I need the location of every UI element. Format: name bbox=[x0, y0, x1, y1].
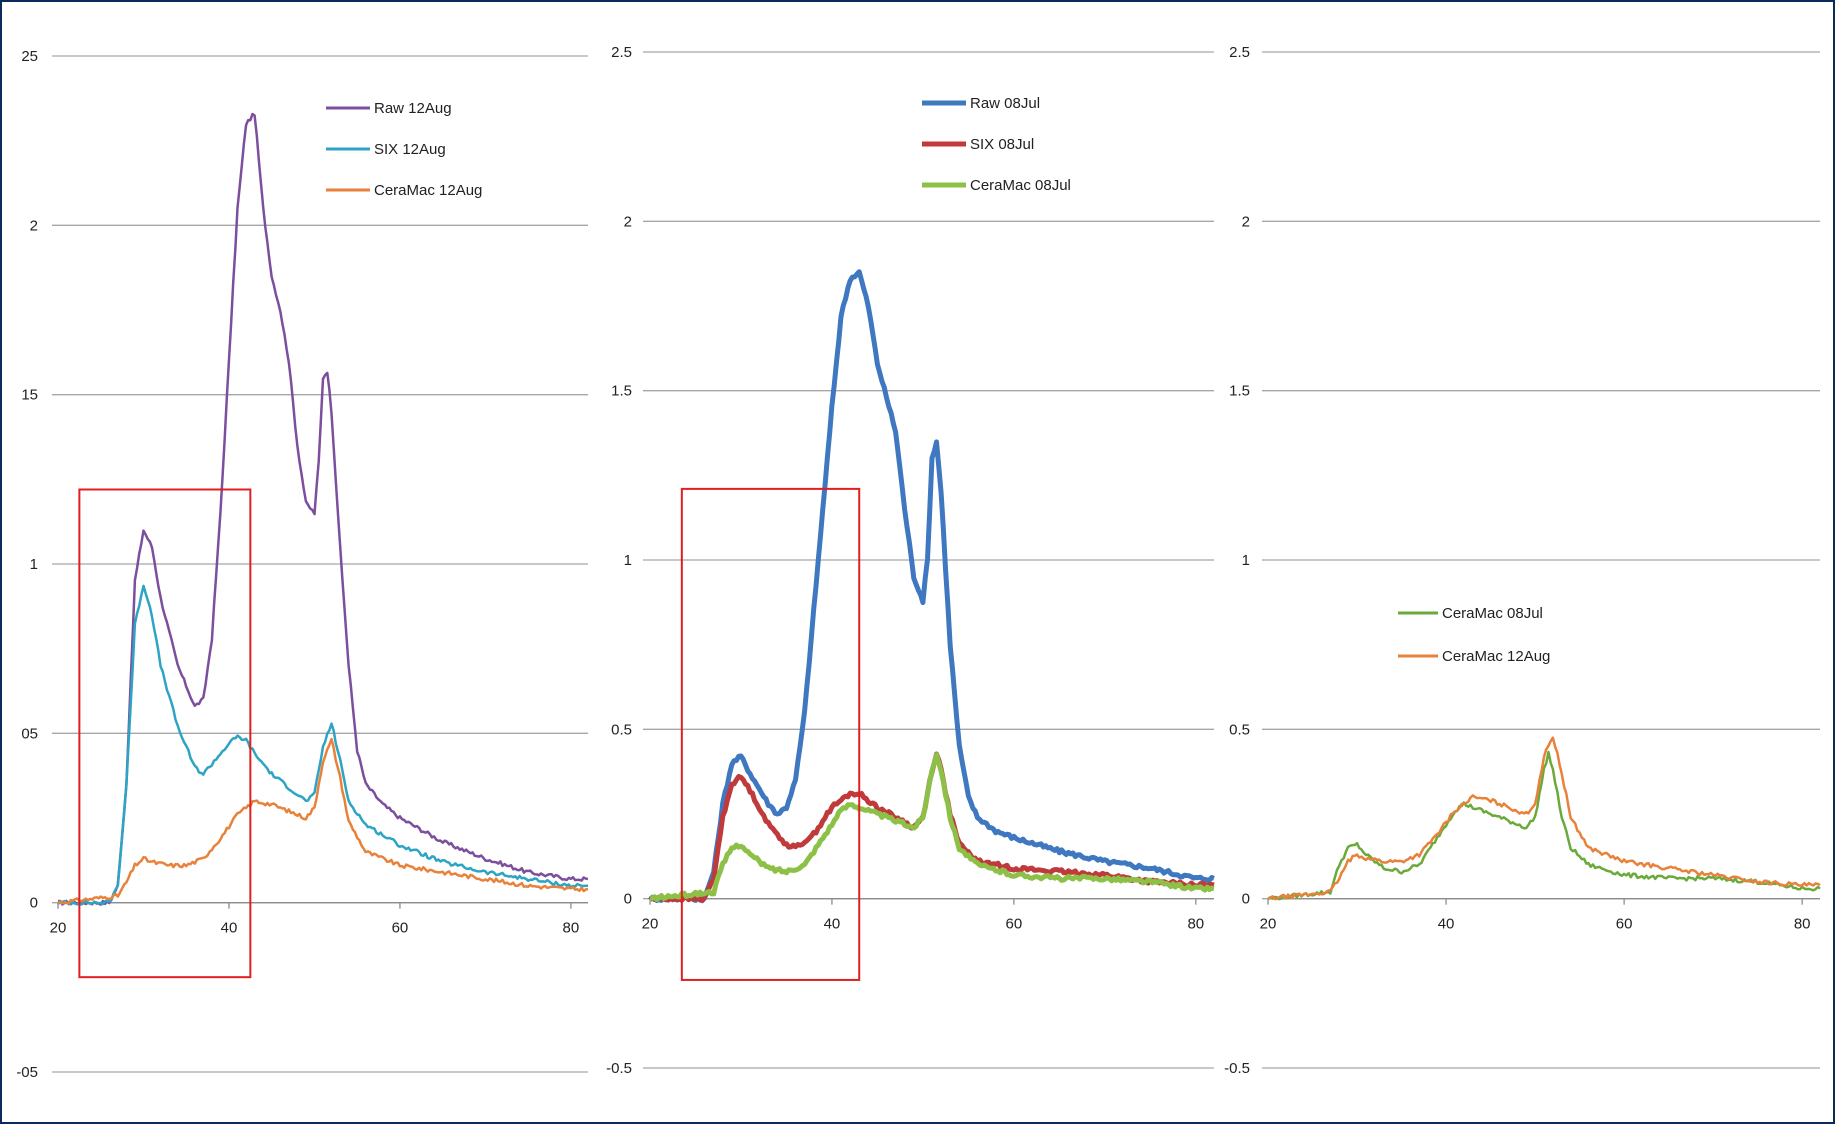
legend-label: CeraMac 12Aug bbox=[374, 182, 482, 199]
series-line bbox=[57, 737, 589, 905]
highlight-box bbox=[680, 487, 861, 981]
x-tick-label: 40 bbox=[824, 916, 841, 933]
y-tick-label: 2.5 bbox=[611, 44, 632, 61]
x-tick-label: 40 bbox=[221, 920, 238, 937]
y-tick-label: 15 bbox=[21, 387, 38, 404]
x-tick-label: 60 bbox=[392, 920, 409, 937]
y-tick-label: 0 bbox=[30, 895, 38, 912]
series-line bbox=[57, 112, 589, 906]
legend-label: CeraMac 08Jul bbox=[1442, 605, 1543, 622]
legend-label: CeraMac 12Aug bbox=[1442, 648, 1550, 665]
y-tick-label: 2 bbox=[624, 213, 632, 230]
x-tick-label: 20 bbox=[50, 920, 67, 937]
chart-panel-1: -05 0 05 1 15 2 25 20 40 60 80 Raw 12Aug SIX 12Aug Ce… bbox=[16, 48, 589, 1081]
y-tick-label: 2.5 bbox=[1229, 44, 1250, 61]
y-tick-label: -05 bbox=[16, 1064, 38, 1081]
y-tick-label: 1 bbox=[624, 552, 632, 569]
y-tick-label: -0.5 bbox=[606, 1060, 632, 1077]
x-tick-label: 60 bbox=[1616, 916, 1633, 933]
series-line bbox=[1267, 750, 1821, 901]
series-line bbox=[649, 752, 1215, 903]
y-tick-label: 0.5 bbox=[1229, 721, 1250, 738]
legend-label: Raw 12Aug bbox=[374, 100, 452, 117]
x-tick-label: 20 bbox=[1260, 916, 1277, 933]
legend-label: CeraMac 08Jul bbox=[970, 177, 1071, 194]
y-tick-label: 1 bbox=[30, 556, 38, 573]
y-tick-label: 0 bbox=[1242, 891, 1250, 908]
chart-panel-3: -0.5 0 0.5 1 1.5 2 2.5 20 40 60 80 CeraMac 08Jul Cer… bbox=[1224, 44, 1821, 1077]
x-tick-label: 60 bbox=[1006, 916, 1023, 933]
legend-label: Raw 08Jul bbox=[970, 95, 1040, 112]
y-tick-label: 0 bbox=[624, 891, 632, 908]
legend-label: SIX 08Jul bbox=[970, 136, 1034, 153]
y-tick-label: 25 bbox=[21, 48, 38, 65]
x-tick-label: 80 bbox=[1794, 916, 1811, 933]
x-tick-label: 80 bbox=[1187, 916, 1204, 933]
series-line bbox=[1267, 736, 1821, 901]
x-tick-label: 80 bbox=[563, 920, 580, 937]
series-line bbox=[648, 269, 1215, 904]
y-tick-label: 0.5 bbox=[611, 721, 632, 738]
highlight-box bbox=[78, 488, 252, 979]
legend-label: SIX 12Aug bbox=[374, 141, 446, 158]
y-tick-label: 1.5 bbox=[611, 383, 632, 400]
y-tick-label: 05 bbox=[21, 725, 38, 742]
y-tick-label: 1 bbox=[1242, 552, 1250, 569]
x-tick-label: 40 bbox=[1438, 916, 1455, 933]
series-line bbox=[57, 584, 588, 906]
y-tick-label: -0.5 bbox=[1224, 1060, 1250, 1077]
y-tick-label: 2 bbox=[30, 217, 38, 234]
x-tick-label: 20 bbox=[642, 916, 659, 933]
y-tick-label: 1.5 bbox=[1229, 383, 1250, 400]
y-tick-label: 2 bbox=[1242, 213, 1250, 230]
chart-panel-2: -0.5 0 0.5 1 1.5 2 2.5 20 40 60 80 Raw 08Jul SIX 08J… bbox=[606, 44, 1215, 1077]
